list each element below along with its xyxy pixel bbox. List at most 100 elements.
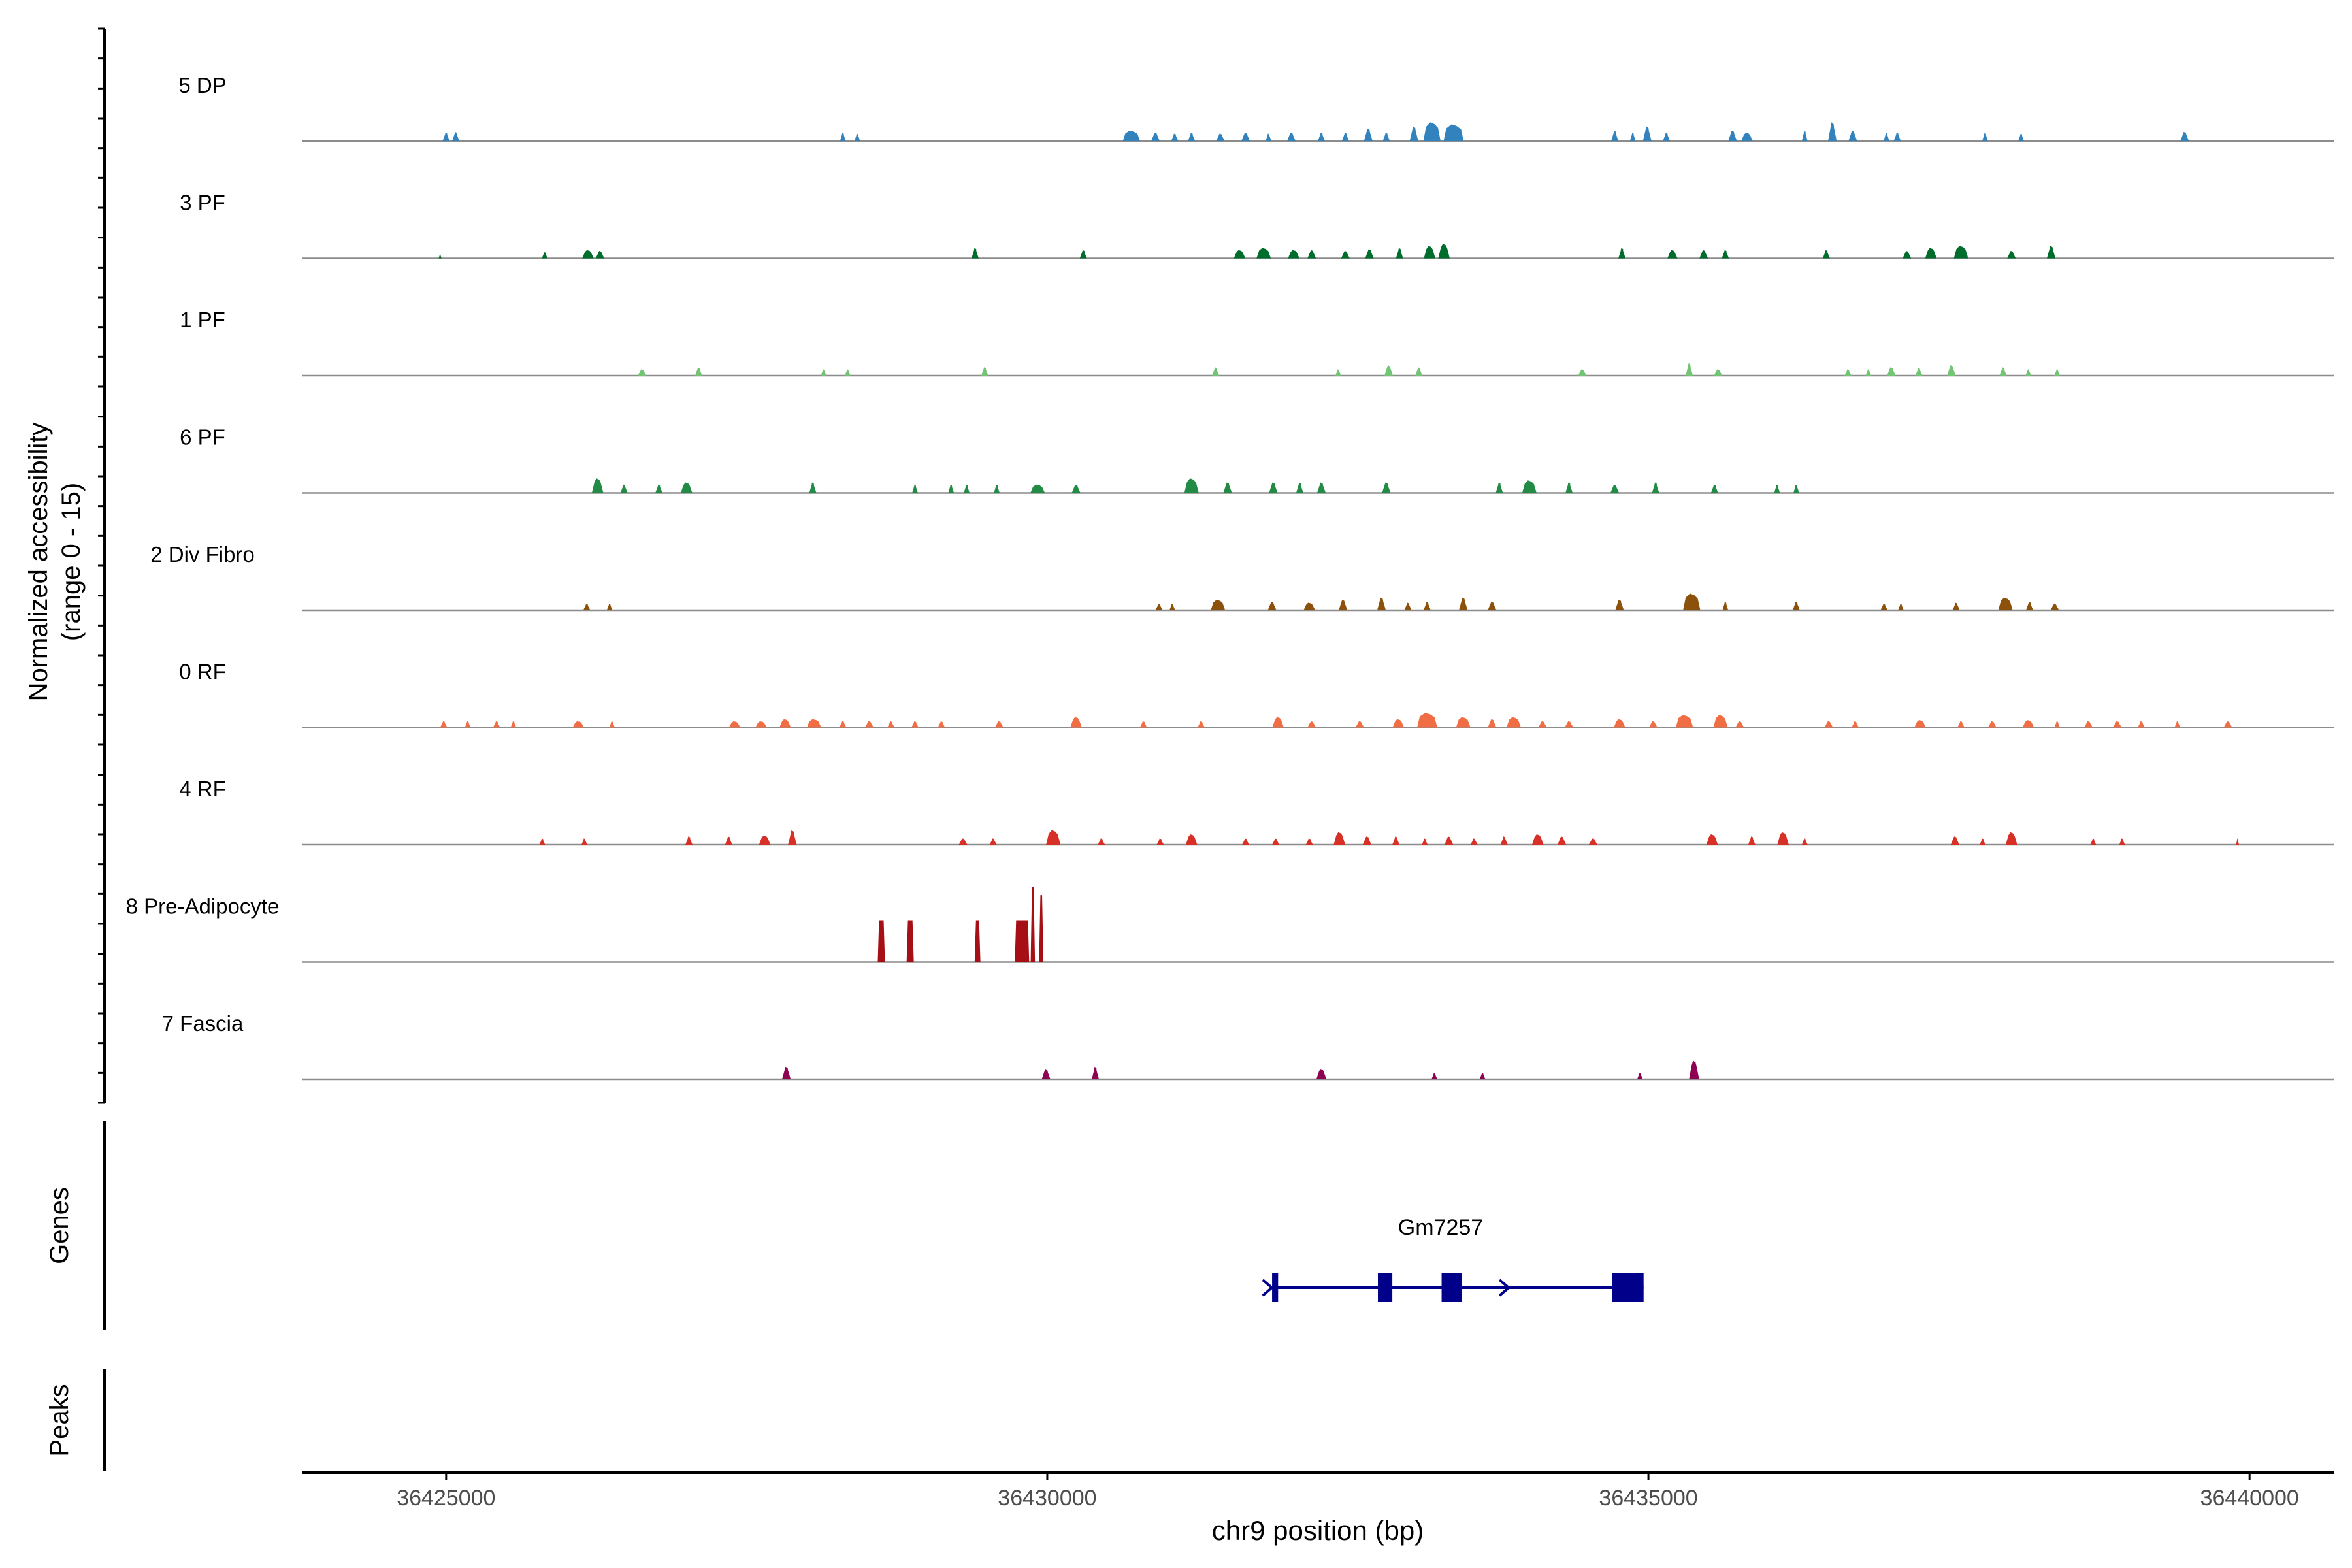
coverage-peak xyxy=(1844,369,1852,376)
coverage-peak xyxy=(854,133,860,141)
coverage-peak xyxy=(1151,133,1160,141)
coverage-peak xyxy=(1495,482,1503,493)
coverage-peak xyxy=(1318,133,1326,141)
coverage-peak xyxy=(1272,717,1284,728)
coverage-peak xyxy=(1852,721,1859,728)
genes-panel: Genes Gm7257 xyxy=(45,1121,1644,1330)
coverage-peak xyxy=(911,721,919,728)
coverage-peak xyxy=(2046,246,2056,259)
x-axis: 36425000 36430000 36435000 36440000 xyxy=(302,1471,2334,1511)
coverage-peak xyxy=(1667,250,1678,259)
coverage-peak xyxy=(1915,368,1923,376)
coverage-peak xyxy=(685,836,693,845)
coverage-peak xyxy=(840,133,846,141)
coverage-peak xyxy=(1417,713,1437,728)
strand-arrow xyxy=(1262,1279,1274,1297)
coverage-peak xyxy=(1488,602,1497,610)
coverage-peak xyxy=(2180,131,2189,141)
coverage-peak xyxy=(1456,717,1471,728)
gene-model xyxy=(1262,1273,1644,1302)
coverage-peak xyxy=(1307,721,1316,728)
coverage-peak xyxy=(1774,484,1780,493)
coverage-peak xyxy=(1898,604,1904,610)
coverage-peak xyxy=(1364,128,1373,141)
coverage-peak xyxy=(2138,721,2146,728)
coverage-peak xyxy=(2174,721,2181,728)
coverage-peak xyxy=(1242,838,1250,845)
coverage-peak xyxy=(1642,126,1652,141)
coverage-peak xyxy=(1748,836,1756,845)
coverage-peak xyxy=(1156,838,1164,845)
coverage-peak xyxy=(620,484,628,493)
coverage-peak xyxy=(2025,369,2031,376)
coverage-peak xyxy=(694,367,702,376)
coverage-peak xyxy=(1488,719,1497,728)
coverage-peak xyxy=(1880,604,1888,610)
coverage-peak xyxy=(2223,721,2232,728)
coverage-peak xyxy=(1233,250,1246,259)
coverage-peak xyxy=(1925,248,1937,259)
y-axis xyxy=(98,27,106,1104)
coverage-peak xyxy=(1459,597,1468,610)
x-tick-label: 36435000 xyxy=(1599,1486,1697,1511)
coverage-peak xyxy=(1792,602,1800,610)
coverage-peak xyxy=(542,252,548,259)
coverage-peak xyxy=(1793,484,1799,493)
genes-panel-label: Genes xyxy=(45,1187,74,1264)
coverage-peak xyxy=(452,131,460,141)
track-label: 2 Div Fibro xyxy=(150,542,255,566)
coverage-peak xyxy=(1887,367,1896,376)
coverage-peak xyxy=(510,721,517,728)
coverage-peak xyxy=(1341,250,1350,259)
coverage-peak xyxy=(974,920,981,962)
coverage-peak xyxy=(2113,721,2122,728)
coverage-peak xyxy=(1663,133,1671,141)
x-axis-title: chr9 position (bp) xyxy=(1212,1515,1424,1546)
track: 4 RF xyxy=(179,777,2334,846)
coverage-peak xyxy=(877,920,885,962)
track-label: 0 RF xyxy=(179,660,226,684)
strand-arrow xyxy=(1498,1279,1511,1297)
coverage-peak xyxy=(609,721,615,728)
coverage-peak xyxy=(1079,250,1087,259)
coverage-peak xyxy=(1565,721,1574,728)
coverage-peak xyxy=(728,721,741,728)
coverage-peak xyxy=(1706,834,1718,845)
coverage-peak xyxy=(2025,602,2033,610)
coverage-peak xyxy=(582,250,594,259)
track-label: 3 PF xyxy=(180,191,225,215)
coverage-peak xyxy=(1629,133,1636,141)
coverage-peak xyxy=(1070,717,1082,728)
coverage-peak xyxy=(1409,126,1418,141)
coverage-peak xyxy=(1041,1069,1051,1079)
coverage-peak xyxy=(595,250,604,259)
coverage-peak xyxy=(1241,133,1250,141)
coverage-peak xyxy=(438,254,442,259)
coverage-peak xyxy=(948,484,955,493)
coverage-peak xyxy=(1423,122,1441,141)
coverage-peak xyxy=(1443,124,1464,141)
coverage-peak xyxy=(972,248,979,259)
coverage-peak xyxy=(994,721,1004,728)
coverage-peak xyxy=(1722,250,1729,259)
coverage-tracks: 5 DP 3 PF 1 PF 6 PF 2 Div Fibro 0 RF 4 RF 8 Pre… xyxy=(126,73,2334,1081)
coverage-peak xyxy=(1980,838,1986,845)
coverage-peak xyxy=(2006,832,2017,845)
coverage-peak xyxy=(1865,369,1872,376)
coverage-peak xyxy=(1305,838,1313,845)
coverage-peak xyxy=(1689,1060,1699,1079)
coverage-peak xyxy=(779,719,791,728)
coverage-peak xyxy=(1998,597,2013,610)
coverage-peak xyxy=(1307,250,1316,259)
coverage-peak xyxy=(1777,832,1789,845)
coverage-peak xyxy=(583,604,591,610)
coverage-peak xyxy=(1801,838,1808,845)
coverage-peak xyxy=(1713,715,1728,728)
coverage-peak xyxy=(1122,131,1140,141)
coverage-peak xyxy=(1188,133,1196,141)
coverage-peak xyxy=(1169,604,1175,610)
coverage-peak xyxy=(887,721,895,728)
coverage-peak xyxy=(1015,920,1030,962)
coverage-peak xyxy=(1722,602,1729,610)
coverage-peak xyxy=(1914,719,1926,728)
